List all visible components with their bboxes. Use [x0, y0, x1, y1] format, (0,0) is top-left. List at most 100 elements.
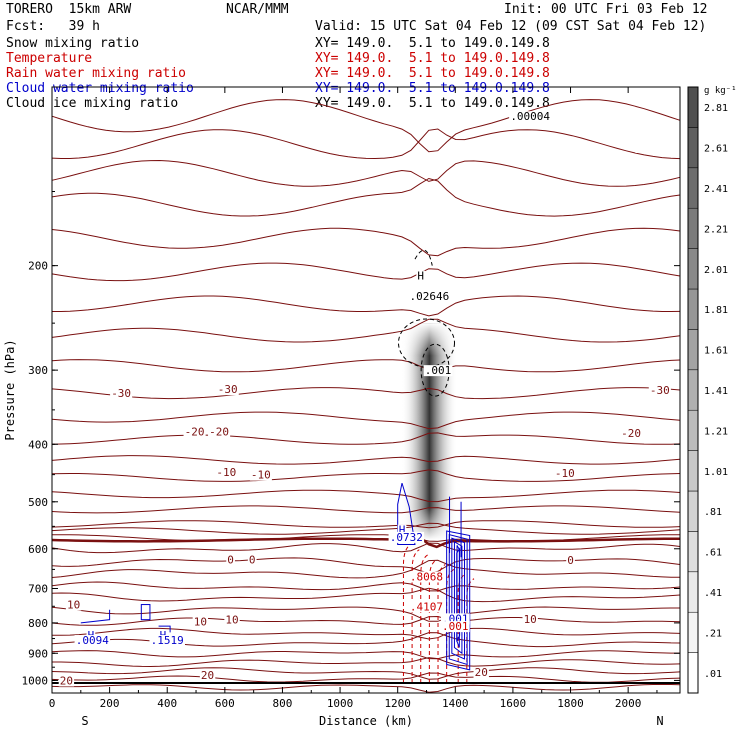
- x-tick-label: 1800: [557, 697, 584, 710]
- cloud-ice-label: .02646: [410, 290, 450, 303]
- colorbar-tick-label: 1.81: [704, 305, 728, 316]
- rain-water-label-bg: [440, 621, 470, 633]
- temperature-contour-label-bg: [224, 614, 240, 626]
- colorbar-tick-label: .81: [704, 507, 722, 518]
- y-axis-title: Pressure (hPa): [3, 339, 17, 440]
- cloud-water-label-bg: [397, 524, 407, 536]
- x-tick-label: 1400: [442, 697, 469, 710]
- temperature-contour-label-bg: [619, 428, 643, 440]
- colorbar-segment: [687, 288, 699, 330]
- valid-time: Valid: 15 UTC Sat 04 Feb 12 (09 CST Sat …: [315, 19, 707, 34]
- colorbar-tick-label: .41: [704, 588, 722, 599]
- temperature-contour-label-bg: [192, 616, 209, 628]
- temperature-contour-label: -10: [555, 467, 575, 480]
- isotherm-line: [51, 581, 681, 592]
- colorbar-segment: [687, 611, 699, 653]
- x-axis-title: Distance (km): [319, 714, 413, 728]
- temperature-contour-label-bg: [648, 384, 671, 396]
- temperature-contour-label: -30: [650, 384, 670, 397]
- y-tick-label: 700: [28, 583, 48, 596]
- field-temperature-label: Temperature: [6, 51, 93, 66]
- isotherm-line: [51, 262, 681, 282]
- y-tick-label: 1000: [22, 674, 49, 687]
- colorbar-tick-label: 2.81: [704, 103, 728, 114]
- temperature-contour-label: -20: [621, 427, 641, 440]
- cloudwater-xy: XY= 149.0. 5.1 to 149.0.149.8: [315, 81, 550, 96]
- temperature-contour-label-bg: [208, 426, 231, 438]
- temperature-contour-label: 0: [249, 553, 256, 566]
- cloud-water-contour: [453, 540, 463, 655]
- isotherm-line: [52, 295, 681, 317]
- cloud-water-label: H: [399, 524, 406, 537]
- isotherm-line: [51, 359, 681, 373]
- x-tick-label: 400: [157, 697, 177, 710]
- snow-xy: XY= 149.0. 5.1 to 149.0.149.8: [315, 36, 550, 51]
- colorbar-tick-label: 1.41: [704, 386, 728, 397]
- isotherm-line: [52, 657, 681, 668]
- isotherm-line: [51, 227, 681, 257]
- colorbar-tick-label: 1.61: [704, 346, 728, 357]
- temperature-contour-label-bg: [249, 469, 272, 481]
- rain-water-label-bg: [408, 571, 445, 583]
- temperature-contour-label-bg: [215, 466, 238, 478]
- x-tick-label: 200: [100, 697, 120, 710]
- cloud-water-label: .0732: [390, 531, 423, 544]
- isotherm-line: [51, 128, 681, 160]
- cloud-ice-label-bg: [408, 290, 451, 302]
- colorbar-tick-label: .01: [704, 669, 722, 680]
- temperature-contour-label-bg: [553, 467, 576, 479]
- temperature-contour-label-bg: [65, 599, 82, 611]
- plot-frame: [51, 86, 681, 694]
- colorbar-segment: [687, 531, 699, 573]
- temperature-contour-label: -10: [251, 469, 271, 482]
- cloud-water-contour: [80, 609, 111, 624]
- colorbar-segment: [687, 329, 699, 371]
- y-tick-label: 400: [28, 438, 48, 451]
- field-rain-label: Rain water mixing ratio: [6, 66, 187, 81]
- isotherm-line: [51, 650, 680, 660]
- cloud-ice-label-bg: [423, 365, 453, 377]
- cloud-ice-label: .001: [425, 364, 452, 377]
- temperature-contour-label-bg: [110, 388, 133, 400]
- temperature-contour-label-bg: [199, 670, 216, 682]
- colorbar-unit: g kg⁻¹: [704, 86, 737, 96]
- temperature-contour-label-bg: [473, 667, 489, 679]
- colorbar-segment: [687, 450, 699, 492]
- zero-degree-isotherm: [51, 533, 680, 549]
- forecast-hour: Fcst: 39 h: [6, 19, 100, 34]
- cloudice-xy: XY= 149.0. 5.1 to 149.0.149.8: [315, 96, 550, 111]
- cloud-water-contour: [158, 625, 171, 633]
- org-label: NCAR/MMM: [226, 2, 289, 17]
- cloud-water-contour: [456, 547, 461, 642]
- colorbar-segment: [687, 652, 699, 694]
- rain-water-label: .4107: [410, 600, 443, 613]
- isotherm-line: [51, 411, 681, 430]
- rain-xy: XY= 149.0. 5.1 to 149.0.149.8: [315, 66, 550, 81]
- cloud-water-contour: [449, 496, 462, 558]
- isotherm-line: [51, 587, 681, 603]
- colorbar-segment: [687, 167, 699, 209]
- temperature-contour-label-bg: [183, 426, 206, 438]
- isotherm-line: [51, 489, 681, 503]
- colorbar-tick-label: 2.01: [704, 265, 728, 276]
- temperature-contour-label: -30: [218, 383, 238, 396]
- cloud-ice-label: H: [417, 270, 424, 283]
- model-title: TORERO 15km ARW: [6, 2, 132, 17]
- y-tick-label: 600: [28, 543, 48, 556]
- temperature-contour-label: 20: [201, 669, 214, 682]
- isotherm-line: [51, 683, 681, 693]
- x-tick-label: 600: [215, 697, 235, 710]
- rain-water-contour: [428, 559, 437, 683]
- temperature-contour-label: 10: [225, 614, 238, 627]
- y-tick-label: 500: [28, 496, 48, 509]
- rain-water-label: .001: [442, 620, 469, 633]
- rain-water-label: .8068: [410, 570, 443, 583]
- cloud-ice-contour: [397, 318, 455, 368]
- colorbar-segment: [687, 409, 699, 451]
- isotherm-line: [51, 542, 681, 554]
- cloud-ice-label-bg: [416, 270, 426, 282]
- snow-column-fade: [401, 323, 458, 541]
- x-end-label-south: S: [81, 714, 88, 728]
- colorbar-tick-label: 2.61: [704, 144, 728, 155]
